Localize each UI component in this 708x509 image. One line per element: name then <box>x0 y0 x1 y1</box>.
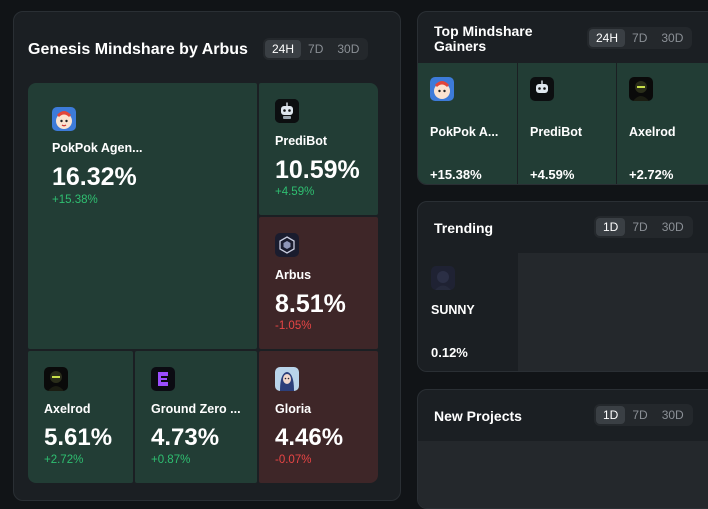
trending-panel: Trending 1D 7D 30D SUNNY 0.12% <box>417 201 708 372</box>
trending-card[interactable]: SUNNY 0.12% <box>418 253 518 371</box>
panel-title: Trending <box>434 220 494 236</box>
pokpok-avatar-icon <box>52 107 76 131</box>
treemap-tile-arbus[interactable]: Arbus 8.51% -1.05% <box>259 217 378 349</box>
tab-1d[interactable]: 1D <box>596 218 626 236</box>
axelrod-avatar-icon <box>44 367 68 391</box>
treemap-tile-gloria[interactable]: Gloria 4.46% -0.07% <box>259 351 378 483</box>
robot-icon <box>530 77 554 101</box>
gainer-name: Axelrod <box>629 125 676 139</box>
tab-24h[interactable]: 24H <box>589 29 626 47</box>
timeframe-tabs: 1D 7D 30D <box>594 216 693 238</box>
gainer-card[interactable]: PokPok A... +15.38% <box>418 63 518 184</box>
sunny-avatar-icon <box>431 266 455 290</box>
tile-mindshare: 4.73% <box>151 424 220 451</box>
tab-30d[interactable]: 30D <box>661 408 684 422</box>
tab-7d[interactable]: 7D <box>632 220 648 234</box>
gainer-name: PokPok A... <box>430 125 499 139</box>
gainer-change: +15.38% <box>430 167 482 182</box>
gainer-card[interactable]: PrediBot +4.59% <box>518 63 617 184</box>
panel-title-line: Gainers <box>434 38 487 54</box>
gainer-card[interactable]: Axelrod +2.72% <box>617 63 708 184</box>
tile-name: Axelrod <box>44 402 91 416</box>
tile-mindshare: 5.61% <box>44 424 113 451</box>
new-projects-panel: New Projects 1D 7D 30D <box>417 389 708 509</box>
tile-change: +0.87% <box>151 454 191 466</box>
panel-title-line: Top Mindshare <box>434 23 533 39</box>
robot-icon <box>275 99 299 123</box>
tile-mindshare: 4.46% <box>275 424 344 451</box>
tile-change: +4.59% <box>275 186 315 198</box>
tile-mindshare: 8.51% <box>275 290 346 318</box>
tab-24h[interactable]: 24H <box>265 40 302 58</box>
tab-7d[interactable]: 7D <box>632 408 648 422</box>
gainer-change: +4.59% <box>530 167 575 182</box>
ground-zero-logo-icon <box>151 367 175 391</box>
panel-title: New Projects <box>434 408 522 424</box>
treemap-tile-axelrod[interactable]: Axelrod 5.61% +2.72% <box>28 351 133 483</box>
gloria-avatar-icon <box>275 367 299 391</box>
treemap-tile-ground-zero[interactable]: Ground Zero ... 4.73% +0.87% <box>135 351 257 483</box>
arbus-logo-icon <box>275 233 299 257</box>
trending-name: SUNNY <box>431 303 475 317</box>
tile-name: Ground Zero ... <box>151 402 241 416</box>
gainer-name: PrediBot <box>530 125 583 139</box>
timeframe-tabs: 24H 7D 30D <box>263 38 369 60</box>
tab-30d[interactable]: 30D <box>661 220 684 234</box>
tile-name: PrediBot <box>275 134 328 148</box>
panel-title: Top Mindshare Gainers <box>434 24 533 54</box>
tile-change: +2.72% <box>44 454 84 466</box>
tab-7d[interactable]: 7D <box>308 42 324 56</box>
panel-title: Genesis Mindshare by Arbus <box>28 41 248 58</box>
mindshare-treemap: PokPok Agen... 16.32% +15.38% PrediBot 1… <box>28 83 378 483</box>
treemap-tile-pokpok[interactable]: PokPok Agen... 16.32% +15.38% <box>28 83 257 349</box>
genesis-mindshare-panel: Genesis Mindshare by Arbus 24H 7D 30D Po… <box>13 11 401 501</box>
treemap-tile-predibot[interactable]: PrediBot 10.59% +4.59% <box>259 83 378 215</box>
tab-30d[interactable]: 30D <box>661 31 684 45</box>
top-gainers-panel: Top Mindshare Gainers 24H 7D 30D PokPok … <box>417 11 708 185</box>
axelrod-avatar-icon <box>629 77 653 101</box>
pokpok-avatar-icon <box>430 77 454 101</box>
tile-mindshare: 10.59% <box>275 156 360 184</box>
timeframe-tabs: 24H 7D 30D <box>587 27 693 49</box>
tile-change: +15.38% <box>52 194 98 206</box>
timeframe-tabs: 1D 7D 30D <box>594 404 693 426</box>
tab-1d[interactable]: 1D <box>596 406 626 424</box>
gainer-change: +2.72% <box>629 167 674 182</box>
new-projects-grid <box>418 441 708 508</box>
tile-name: Gloria <box>275 402 312 416</box>
tile-mindshare: 16.32% <box>52 163 137 191</box>
trending-value: 0.12% <box>431 345 468 360</box>
tab-30d[interactable]: 30D <box>337 42 360 56</box>
tile-name: Arbus <box>275 268 312 282</box>
trending-grid: SUNNY 0.12% <box>418 253 708 371</box>
tile-change: -1.05% <box>275 320 312 332</box>
tile-name: PokPok Agen... <box>52 141 143 155</box>
tile-change: -0.07% <box>275 454 312 466</box>
tab-7d[interactable]: 7D <box>632 31 648 45</box>
